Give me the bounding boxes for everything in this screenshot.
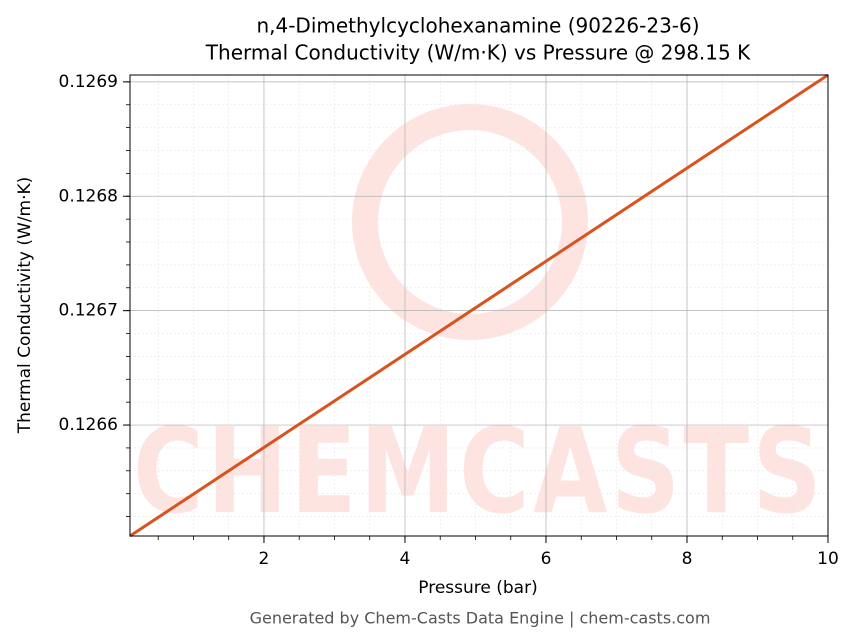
y-tick-label: 0.1269	[59, 72, 118, 92]
data-line	[129, 73, 829, 538]
y-tick-label: 0.1268	[59, 186, 118, 206]
y-tick-label: 0.1267	[59, 301, 118, 321]
x-tick-label: 6	[541, 549, 552, 569]
x-tick-label: 2	[259, 549, 270, 569]
footer: Generated by Chem-Casts Data Engine | ch…	[250, 609, 711, 628]
watermark: CHEMCASTS	[133, 402, 825, 540]
plot-frame	[129, 74, 829, 537]
x-tick-label: 8	[682, 549, 693, 569]
y-tick-label: 0.1266	[59, 415, 118, 435]
watermark-logo	[352, 104, 588, 340]
chart-title: n,4-Dimethylcyclohexanamine (90226-23-6)	[256, 14, 699, 38]
y-axis-label: Thermal Conductivity (W/m·K)	[15, 177, 35, 435]
x-axis-label: Pressure (bar)	[418, 578, 537, 598]
chart-subtitle: Thermal Conductivity (W/m·K) vs Pressure…	[205, 41, 751, 65]
x-tick-label: 10	[817, 549, 839, 569]
x-tick-label: 4	[400, 549, 411, 569]
